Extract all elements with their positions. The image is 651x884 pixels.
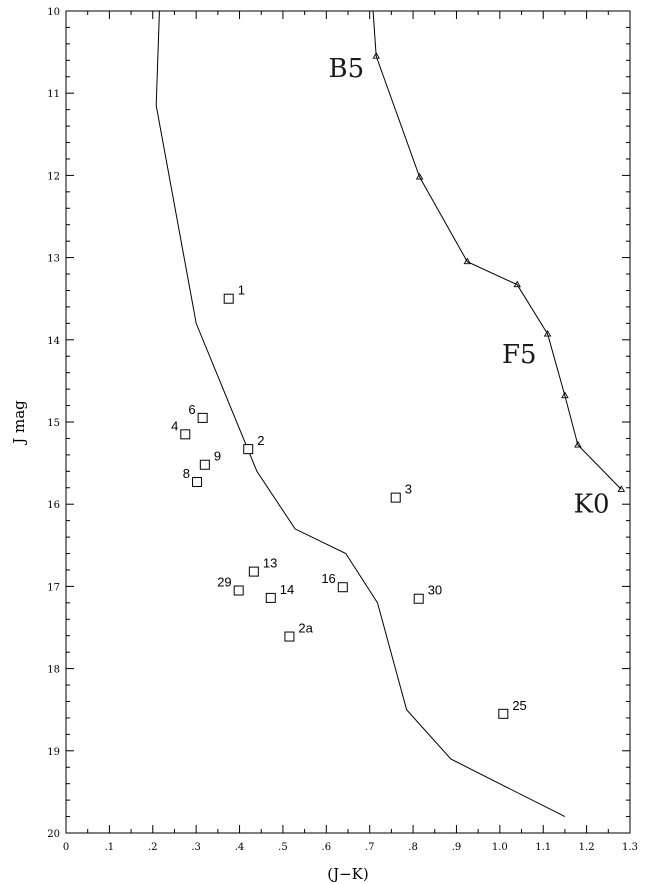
curve-marker: [415, 172, 424, 180]
data-point-label: 2a: [298, 621, 313, 636]
curve-line: [155, 11, 566, 818]
curve-marker: [513, 280, 521, 288]
y-tick-label: 11: [47, 89, 60, 100]
annotations-layer: B5 F5 K0: [328, 54, 609, 520]
y-tick-label: 15: [47, 418, 60, 429]
x-tick-label: .9: [452, 842, 462, 853]
y-tick-label: 16: [47, 500, 60, 511]
x-tick-label: 1.1: [535, 842, 551, 853]
x-tick-label: 1.2: [579, 842, 595, 853]
curve-line: [372, 11, 622, 490]
y-tick-label: 12: [47, 171, 60, 182]
data-point: [233, 585, 244, 596]
data-point-label: 13: [263, 556, 277, 571]
x-tick-label: 1.0: [492, 842, 508, 853]
curve-marker: [543, 329, 552, 337]
data-point-label: 8: [183, 466, 190, 481]
curve-marker: [372, 52, 380, 59]
data-point: [284, 631, 295, 642]
y-tick-label: 19: [47, 747, 60, 758]
data-point: [248, 566, 259, 577]
x-tick-label: .7: [365, 842, 375, 853]
data-point-label: 2: [257, 433, 264, 448]
data-point: [498, 708, 509, 719]
tick-labels-layer: 0.1.2.3.4.5.6.7.8.9 1.0 1.1 1.2 1.3101112131…: [47, 7, 638, 853]
x-tick-label: .8: [408, 842, 418, 853]
x-tick-label: .3: [191, 842, 201, 853]
x-tick-label: 0: [63, 842, 69, 853]
data-point: [180, 429, 191, 440]
y-axis-label: J mag: [10, 400, 28, 446]
data-point: [197, 412, 208, 423]
curves-layer: [155, 11, 626, 818]
x-tick-label: .5: [278, 842, 288, 853]
spectral-type-label: B5: [328, 54, 364, 84]
x-tick-label: 1.3: [622, 842, 638, 853]
curve-marker: [463, 257, 472, 265]
data-point-label: 25: [512, 698, 526, 713]
data-point: [243, 444, 254, 455]
data-point-label: 29: [217, 575, 231, 590]
y-tick-label: 20: [47, 829, 60, 840]
data-point: [192, 477, 203, 488]
data-point: [337, 582, 348, 593]
data-point-label: 14: [280, 582, 294, 597]
x-tick-label: .4: [235, 842, 245, 853]
data-point-label: 30: [428, 583, 442, 598]
y-tick-label: 13: [47, 254, 60, 265]
y-tick-label: 18: [47, 665, 60, 676]
x-tick-label: .6: [322, 842, 332, 853]
curve-marker: [561, 391, 569, 399]
x-axis-label: (J−K): [327, 865, 369, 883]
spectral-type-label: F5: [502, 340, 537, 370]
y-tick-label: 17: [47, 582, 60, 593]
data-point-label: 3: [405, 482, 412, 497]
y-tick-label: 10: [47, 7, 60, 18]
x-tick-label: .2: [148, 842, 158, 853]
data-point: [223, 293, 234, 304]
data-point: [413, 593, 424, 604]
curve-marker: [574, 440, 582, 448]
data-point-label: 4: [171, 418, 178, 433]
y-tick-label: 14: [47, 336, 60, 347]
x-tick-label: .1: [105, 842, 115, 853]
data-point-label: 6: [188, 402, 195, 417]
data-point: [390, 492, 401, 503]
spectral-type-label: K0: [574, 489, 610, 519]
ticks-layer: [65, 10, 631, 834]
data-point-label: 16: [321, 571, 335, 586]
data-point: [199, 459, 210, 470]
curve-marker: [617, 485, 626, 492]
data-point-label: 1: [238, 283, 245, 298]
data-point-label: 9: [214, 449, 221, 464]
plot-frame: [65, 10, 631, 834]
data-point: [265, 592, 276, 603]
